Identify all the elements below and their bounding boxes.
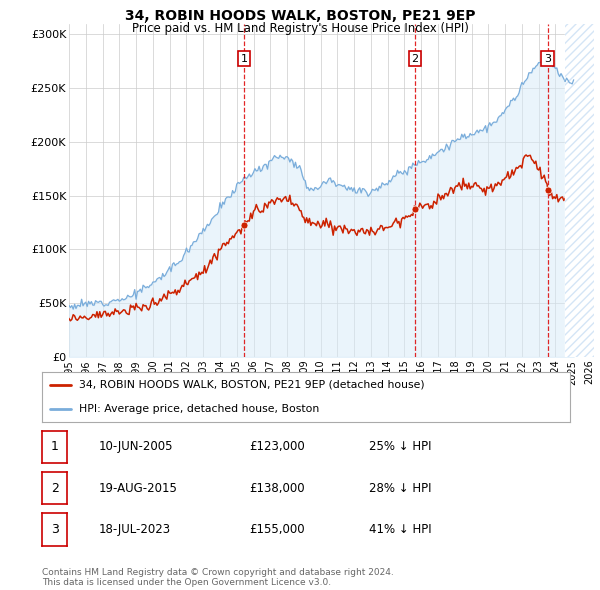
- Text: 34, ROBIN HOODS WALK, BOSTON, PE21 9EP (detached house): 34, ROBIN HOODS WALK, BOSTON, PE21 9EP (…: [79, 380, 425, 390]
- Text: 1: 1: [50, 440, 59, 454]
- Bar: [565, 24, 598, 357]
- Text: HPI: Average price, detached house, Boston: HPI: Average price, detached house, Bost…: [79, 404, 319, 414]
- Text: £138,000: £138,000: [249, 481, 305, 495]
- Text: 2: 2: [412, 54, 419, 64]
- Text: 18-JUL-2023: 18-JUL-2023: [99, 523, 171, 536]
- Text: 41% ↓ HPI: 41% ↓ HPI: [369, 523, 431, 536]
- Text: 3: 3: [50, 523, 59, 536]
- Text: 19-AUG-2015: 19-AUG-2015: [99, 481, 178, 495]
- Text: 34, ROBIN HOODS WALK, BOSTON, PE21 9EP: 34, ROBIN HOODS WALK, BOSTON, PE21 9EP: [125, 9, 475, 23]
- Text: £123,000: £123,000: [249, 440, 305, 454]
- Text: Price paid vs. HM Land Registry's House Price Index (HPI): Price paid vs. HM Land Registry's House …: [131, 22, 469, 35]
- Text: 1: 1: [241, 54, 248, 64]
- Text: 10-JUN-2005: 10-JUN-2005: [99, 440, 173, 454]
- Text: £155,000: £155,000: [249, 523, 305, 536]
- Text: 28% ↓ HPI: 28% ↓ HPI: [369, 481, 431, 495]
- Text: 3: 3: [544, 54, 551, 64]
- Text: 2: 2: [50, 481, 59, 495]
- Text: 25% ↓ HPI: 25% ↓ HPI: [369, 440, 431, 454]
- Bar: [565, 24, 598, 357]
- Text: Contains HM Land Registry data © Crown copyright and database right 2024.
This d: Contains HM Land Registry data © Crown c…: [42, 568, 394, 587]
